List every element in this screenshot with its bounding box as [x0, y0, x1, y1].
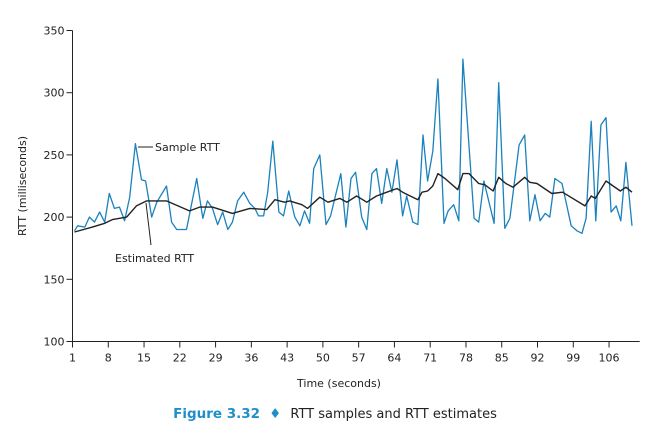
figure-caption: Figure 3.32 ♦ RTT samples and RTT estima… — [173, 403, 497, 422]
x-tick-label: 22 — [173, 352, 187, 365]
x-tick-label: 64 — [387, 352, 401, 365]
y-tick-label: 200 — [44, 211, 65, 224]
x-tick-label: 57 — [352, 352, 366, 365]
x-axis-title: Time (seconds) — [296, 377, 381, 390]
x-tick-label: 78 — [459, 352, 473, 365]
figure-number: Figure 3.32 — [173, 406, 260, 422]
y-tick-label: 150 — [44, 273, 65, 286]
x-tick-label: 50 — [316, 352, 330, 365]
x-tick-label: 1 — [69, 352, 76, 365]
x-tick-label: 85 — [495, 352, 509, 365]
estimated-rtt-label: Estimated RTT — [115, 252, 194, 265]
x-tick-label: 106 — [599, 352, 620, 365]
x-tick-label: 29 — [209, 352, 223, 365]
caption-text: RTT samples and RTT estimates — [290, 407, 497, 422]
y-tick-label: 300 — [44, 87, 65, 100]
x-tick-label: 92 — [531, 352, 545, 365]
caption-separator: ♦ — [269, 406, 281, 422]
sample-rtt-label: Sample RTT — [155, 141, 220, 154]
y-axis-title: RTT (milliseconds) — [16, 136, 29, 236]
x-tick-label: 36 — [244, 352, 258, 365]
y-tick-label: 350 — [44, 25, 65, 38]
y-tick-label: 100 — [44, 336, 65, 349]
x-tick-label: 15 — [137, 352, 151, 365]
x-tick-label: 8 — [105, 352, 112, 365]
axes: 100 150 200 250 300 350 1 8 15 22 29 36 43 50 57 64 71 78… — [44, 25, 640, 365]
annotations: Sample RTT Estimated RTT — [115, 141, 220, 265]
y-tick-label: 250 — [44, 149, 65, 162]
estimated-rtt-line — [75, 174, 633, 232]
x-tick-label: 43 — [280, 352, 294, 365]
x-tick-label: 71 — [423, 352, 437, 365]
x-tick-label: 99 — [566, 352, 580, 365]
